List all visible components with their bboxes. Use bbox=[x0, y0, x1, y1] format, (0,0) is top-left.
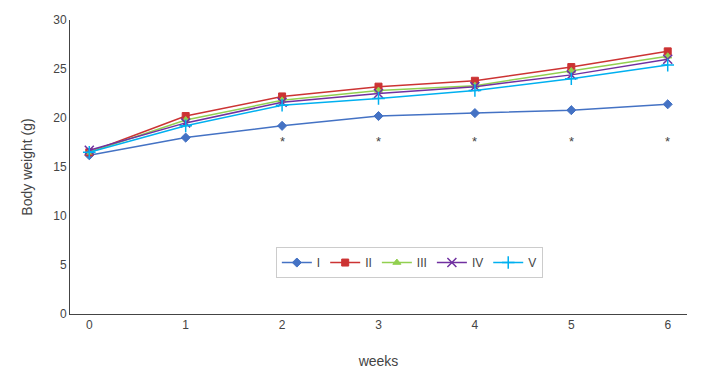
svg-text:*: * bbox=[665, 134, 670, 149]
svg-text:V: V bbox=[528, 256, 536, 270]
svg-text:4: 4 bbox=[472, 318, 479, 332]
svg-text:2: 2 bbox=[279, 318, 286, 332]
svg-text:1: 1 bbox=[182, 318, 189, 332]
svg-text:10: 10 bbox=[53, 209, 67, 223]
svg-text:III: III bbox=[417, 256, 427, 270]
svg-text:I: I bbox=[317, 256, 320, 270]
svg-text:*: * bbox=[472, 134, 477, 149]
svg-text:25: 25 bbox=[53, 62, 67, 76]
svg-text:IV: IV bbox=[472, 256, 483, 270]
svg-text:30: 30 bbox=[53, 13, 67, 27]
svg-text:5: 5 bbox=[568, 318, 575, 332]
svg-text:0: 0 bbox=[86, 318, 93, 332]
svg-text:6: 6 bbox=[664, 318, 671, 332]
svg-text:II: II bbox=[365, 256, 372, 270]
svg-text:0: 0 bbox=[60, 307, 67, 321]
svg-text:3: 3 bbox=[375, 318, 382, 332]
svg-text:weeks: weeks bbox=[358, 353, 399, 369]
svg-text:*: * bbox=[376, 134, 381, 149]
svg-text:*: * bbox=[569, 134, 574, 149]
svg-text:5: 5 bbox=[60, 258, 67, 272]
svg-text:20: 20 bbox=[53, 111, 67, 125]
svg-text:Body weight (g): Body weight (g) bbox=[19, 118, 35, 215]
svg-text:*: * bbox=[280, 134, 285, 149]
svg-text:15: 15 bbox=[53, 160, 67, 174]
